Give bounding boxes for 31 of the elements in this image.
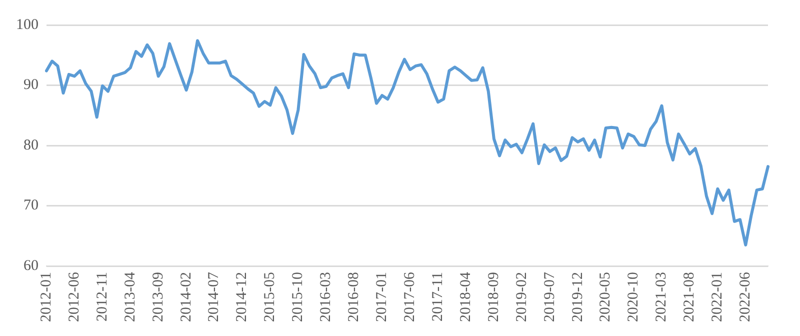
x-tick-label: 2014-07 [206, 272, 222, 322]
x-tick-label: 2017-11 [430, 272, 446, 322]
x-tick-label: 2022-01 [710, 272, 726, 322]
x-tick-label: 2021-08 [682, 272, 698, 322]
x-tick-label: 2018-04 [458, 272, 474, 322]
x-tick-label: 2019-07 [542, 272, 558, 322]
x-tick-label: 2019-12 [570, 272, 586, 322]
x-tick-label: 2012-11 [94, 272, 110, 322]
x-tick-label: 2014-12 [234, 272, 250, 322]
x-tick-label: 2022-06 [738, 272, 754, 322]
y-tick-label: 60 [24, 258, 38, 274]
x-tick-label: 2014-02 [178, 272, 194, 322]
x-tick-label: 2017-01 [374, 272, 390, 322]
x-tick-label: 2016-08 [346, 272, 362, 322]
x-tick-label: 2021-03 [654, 272, 670, 322]
y-tick-label: 90 [24, 77, 38, 94]
x-tick-label: 2018-09 [486, 272, 502, 322]
x-tick-label: 2012-01 [38, 272, 54, 322]
x-tick-label: 2015-05 [262, 272, 278, 322]
x-tick-label: 2020-10 [626, 272, 642, 322]
x-tick-label: 2020-05 [598, 272, 614, 322]
x-tick-label: 2013-09 [150, 272, 166, 322]
x-tick-label: 2019-02 [514, 272, 530, 322]
x-tick-label: 2015-10 [290, 272, 306, 322]
x-tick-label: 2017-06 [402, 272, 418, 322]
y-tick-label: 80 [24, 137, 38, 154]
y-tick-label: 70 [24, 198, 38, 214]
x-tick-label: 2012-06 [66, 272, 82, 322]
x-tick-label: 2016-03 [318, 272, 334, 322]
y-tick-label: 100 [16, 16, 38, 33]
x-tick-label: 2013-04 [122, 272, 138, 322]
